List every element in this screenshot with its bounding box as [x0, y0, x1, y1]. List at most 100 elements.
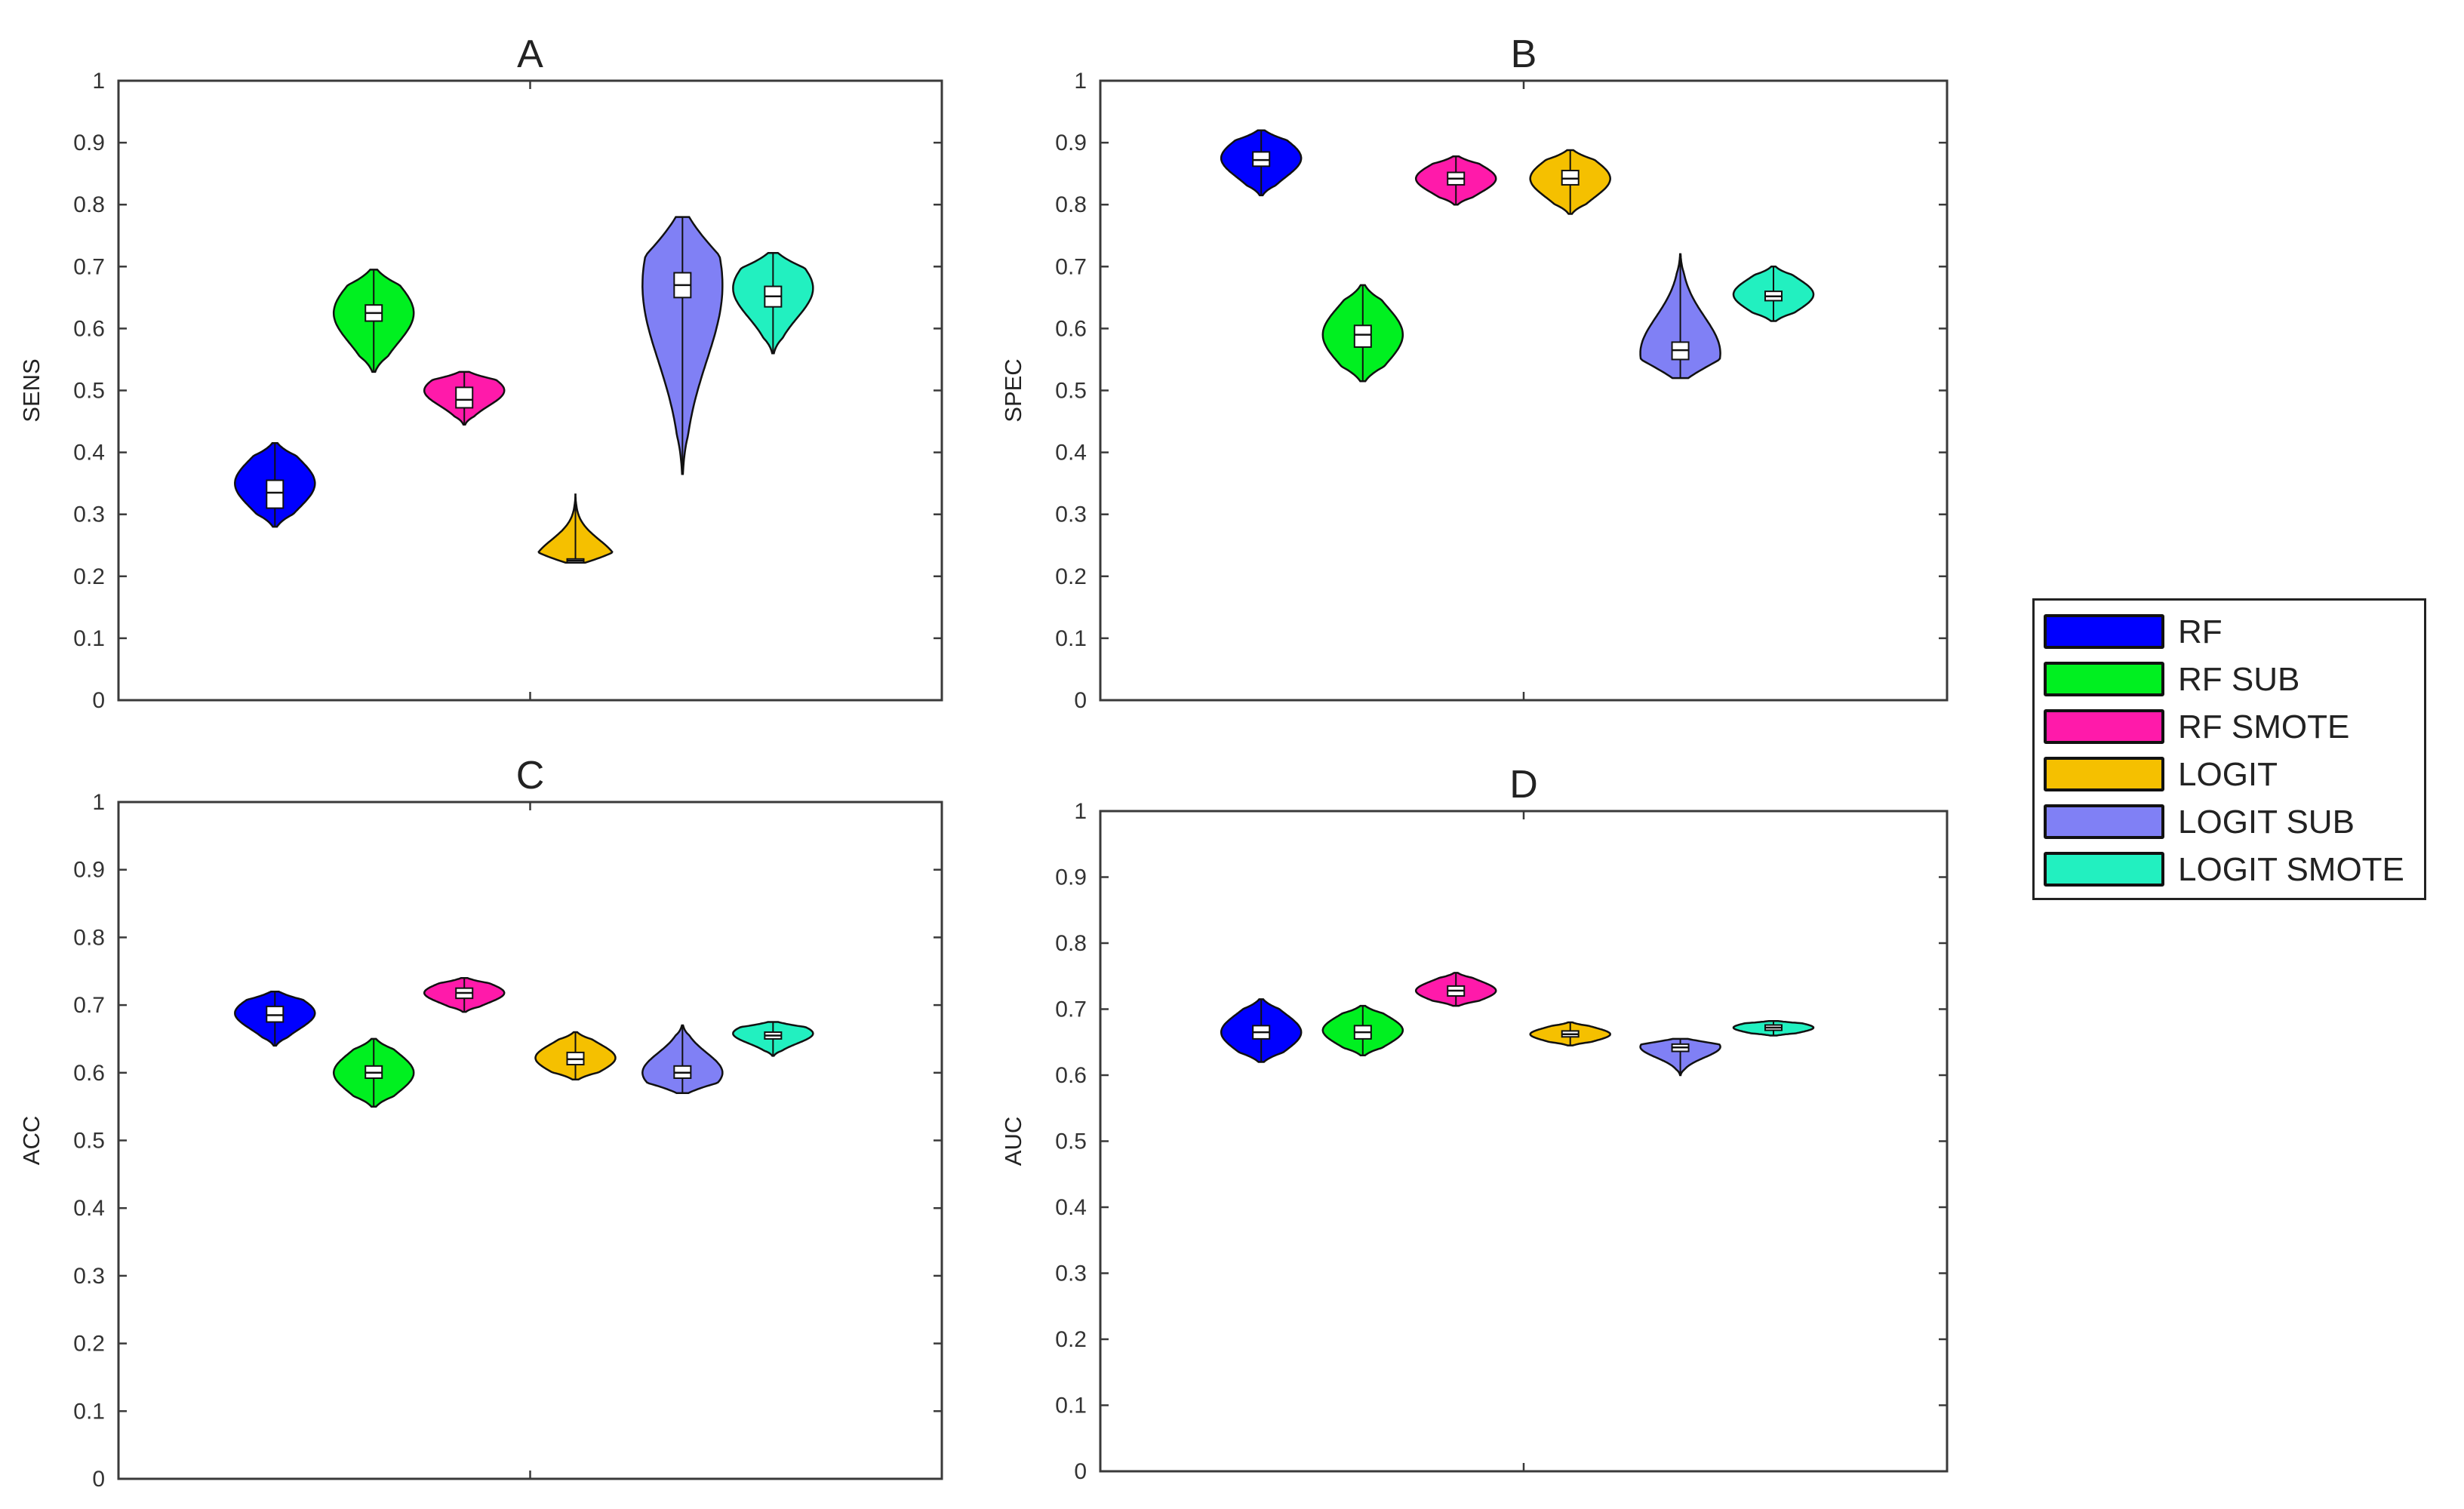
panel-b-ylabel: SPEC — [1000, 358, 1026, 422]
panel-b: B 0 0.1 0.2 0.3 0.4 0.5 0.6 0.7 0.8 0.9 1 SPEC — [1000, 32, 1949, 713]
panel-d-rf-violin — [1220, 998, 1303, 1063]
panel-c-ytick-label: 0.4 — [73, 1196, 105, 1221]
panel-c-ytick-label: 0.5 — [73, 1129, 105, 1154]
panel-c-logit-violin — [534, 1031, 617, 1081]
panel-d-logit-smote-violin — [1732, 1020, 1815, 1037]
legend-item-logit-sub: LOGIT SUB — [2044, 800, 2421, 845]
legend-item-rf-sub: RF SUB — [2044, 657, 2421, 702]
legend: RF RF SUB RF SMOTE LOGIT LOGIT SUB LOGIT… — [2032, 598, 2426, 900]
panel-b-ytick-label: 0.1 — [1055, 626, 1087, 651]
panel-c-title: C — [516, 754, 545, 798]
legend-item-logit: LOGIT — [2044, 752, 2421, 798]
panel-c-logit-sub-violin — [641, 1024, 724, 1094]
panel-b-ytick-label: 0.3 — [1055, 502, 1087, 527]
panel-a-ytick-label: 0.8 — [73, 192, 105, 217]
panel-c-ytick-label: 0.3 — [73, 1264, 105, 1289]
panel-a-ylabel: SENS — [18, 358, 45, 422]
legend-swatch-rf-smote — [2044, 709, 2164, 744]
panel-a-ytick-label: 0.7 — [73, 254, 105, 279]
panel-a-rf-sub-violin — [332, 269, 415, 373]
panel-a-title: A — [517, 32, 543, 76]
legend-label-rf: RF — [2178, 613, 2223, 650]
panel-c-ytick-label: 0.1 — [73, 1399, 105, 1424]
panel-a-ytick-label: 0 — [92, 688, 105, 713]
panel-a-ytick-label: 0.2 — [73, 564, 105, 589]
panel-d-title: D — [1509, 763, 1538, 807]
panel-b-logit-sub-violin — [1639, 253, 1721, 380]
panel-d-ytick-label: 0 — [1074, 1459, 1087, 1484]
panel-a-rf-violin — [234, 442, 316, 528]
panel-c-ytick-label: 0.9 — [73, 858, 105, 883]
panel-d-logit-sub-violin — [1639, 1037, 1721, 1077]
panel-d-ytick-label: 0.2 — [1055, 1327, 1087, 1352]
panel-d-ytick-label: 1 — [1074, 799, 1087, 824]
panel-c-ytick-label: 0.6 — [73, 1061, 105, 1086]
panel-b-ytick-label: 0.9 — [1055, 131, 1087, 155]
panel-d-ylabel: AUC — [1000, 1117, 1026, 1166]
panel-b-ytick-label: 0.4 — [1055, 441, 1087, 466]
panel-d-ytick-label: 0.4 — [1055, 1195, 1087, 1220]
panel-b-frame — [1099, 79, 1949, 702]
legend-label-rf-smote: RF SMOTE — [2178, 708, 2350, 745]
panel-b-logit-smote-violin — [1732, 266, 1815, 322]
panel-c-rf-sub-violin — [332, 1037, 415, 1108]
legend-swatch-logit-smote — [2044, 852, 2164, 887]
panel-c-ytick-label: 1 — [92, 790, 105, 815]
panel-c-rf-violin — [234, 990, 316, 1047]
panel-a-ytick-label: 0.9 — [73, 131, 105, 155]
panel-b-ytick-label: 0 — [1074, 688, 1087, 713]
panel-b-ytick-label: 1 — [1074, 69, 1087, 94]
panel-c-rf-box — [266, 1005, 285, 1023]
legend-label-logit: LOGIT — [2178, 756, 2278, 793]
panel-c-logit-smote-violin — [732, 1021, 814, 1057]
panel-b-ytick-label: 0.8 — [1055, 192, 1087, 217]
panel-b-rf-violin — [1220, 129, 1303, 197]
legend-label-logit-smote: LOGIT SMOTE — [2178, 851, 2404, 888]
panel-c-ytick-label: 0.8 — [73, 925, 105, 950]
panel-d-ytick-label: 0.7 — [1055, 997, 1087, 1022]
legend-label-rf-sub: RF SUB — [2178, 661, 2300, 698]
panel-d: D 0 0.1 0.2 0.3 0.4 0.5 0.6 0.7 0.8 0.9 1 AUC — [1000, 763, 1949, 1484]
panel-b-ytick-label: 0.7 — [1055, 254, 1087, 279]
panel-a-rf-smote-box — [455, 386, 474, 409]
panel-d-ytick-label: 0.9 — [1055, 865, 1087, 890]
panel-d-ytick-label: 0.5 — [1055, 1129, 1087, 1154]
legend-label-logit-sub: LOGIT SUB — [2178, 804, 2355, 841]
panel-b-rf-smote-violin — [1414, 155, 1497, 206]
panel-c-ytick-label: 0.7 — [73, 993, 105, 1018]
panel-b-logit-violin — [1529, 149, 1611, 215]
legend-item-rf: RF — [2044, 610, 2421, 655]
panel-b-ytick-label: 0.2 — [1055, 564, 1087, 589]
panel-b-ytick-label: 0.5 — [1055, 379, 1087, 404]
panel-a-ytick-label: 1 — [92, 69, 105, 94]
panel-a-rf-smote-violin — [423, 370, 506, 426]
panel-a-frame — [117, 79, 943, 702]
panel-a-ytick-label: 0.1 — [73, 626, 105, 651]
panel-a-logit-violin — [537, 493, 614, 564]
panel-c-rf-smote-violin — [423, 976, 506, 1013]
panel-c-ytick-label: 0 — [92, 1467, 105, 1492]
legend-swatch-logit — [2044, 757, 2164, 791]
panel-a-logit-sub-violin — [641, 216, 724, 475]
legend-swatch-rf — [2044, 614, 2164, 649]
panel-d-rf-sub-violin — [1321, 1004, 1404, 1057]
panel-a-ytick-label: 0.4 — [73, 441, 105, 466]
panel-a-logit-smote-violin — [732, 251, 814, 355]
legend-item-logit-smote: LOGIT SMOTE — [2044, 847, 2421, 893]
panel-b-ytick-label: 0.6 — [1055, 316, 1087, 341]
panel-c-ylabel: ACC — [18, 1116, 45, 1165]
panel-a-ytick-label: 0.3 — [73, 502, 105, 527]
panel-d-frame — [1099, 810, 1949, 1473]
panel-b-title: B — [1511, 32, 1537, 76]
panel-a-ytick-label: 0.5 — [73, 379, 105, 404]
panel-d-ytick-label: 0.1 — [1055, 1394, 1087, 1418]
panel-a: A 0 0.1 0.2 0.3 0.4 0.5 0.6 0.7 0.8 0.9 1 SENS — [18, 32, 943, 713]
panel-c-frame — [117, 801, 943, 1480]
panel-d-ytick-label: 0.6 — [1055, 1063, 1087, 1088]
panel-c: C 0 0.1 0.2 0.3 0.4 0.5 0.6 0.7 0.8 0.9 1 ACC — [18, 754, 943, 1492]
panel-b-rf-sub-violin — [1321, 284, 1404, 383]
panel-b-rf-sub-box — [1353, 324, 1372, 349]
panel-d-rf-smote-violin — [1414, 972, 1497, 1007]
panel-d-ytick-label: 0.3 — [1055, 1262, 1087, 1286]
